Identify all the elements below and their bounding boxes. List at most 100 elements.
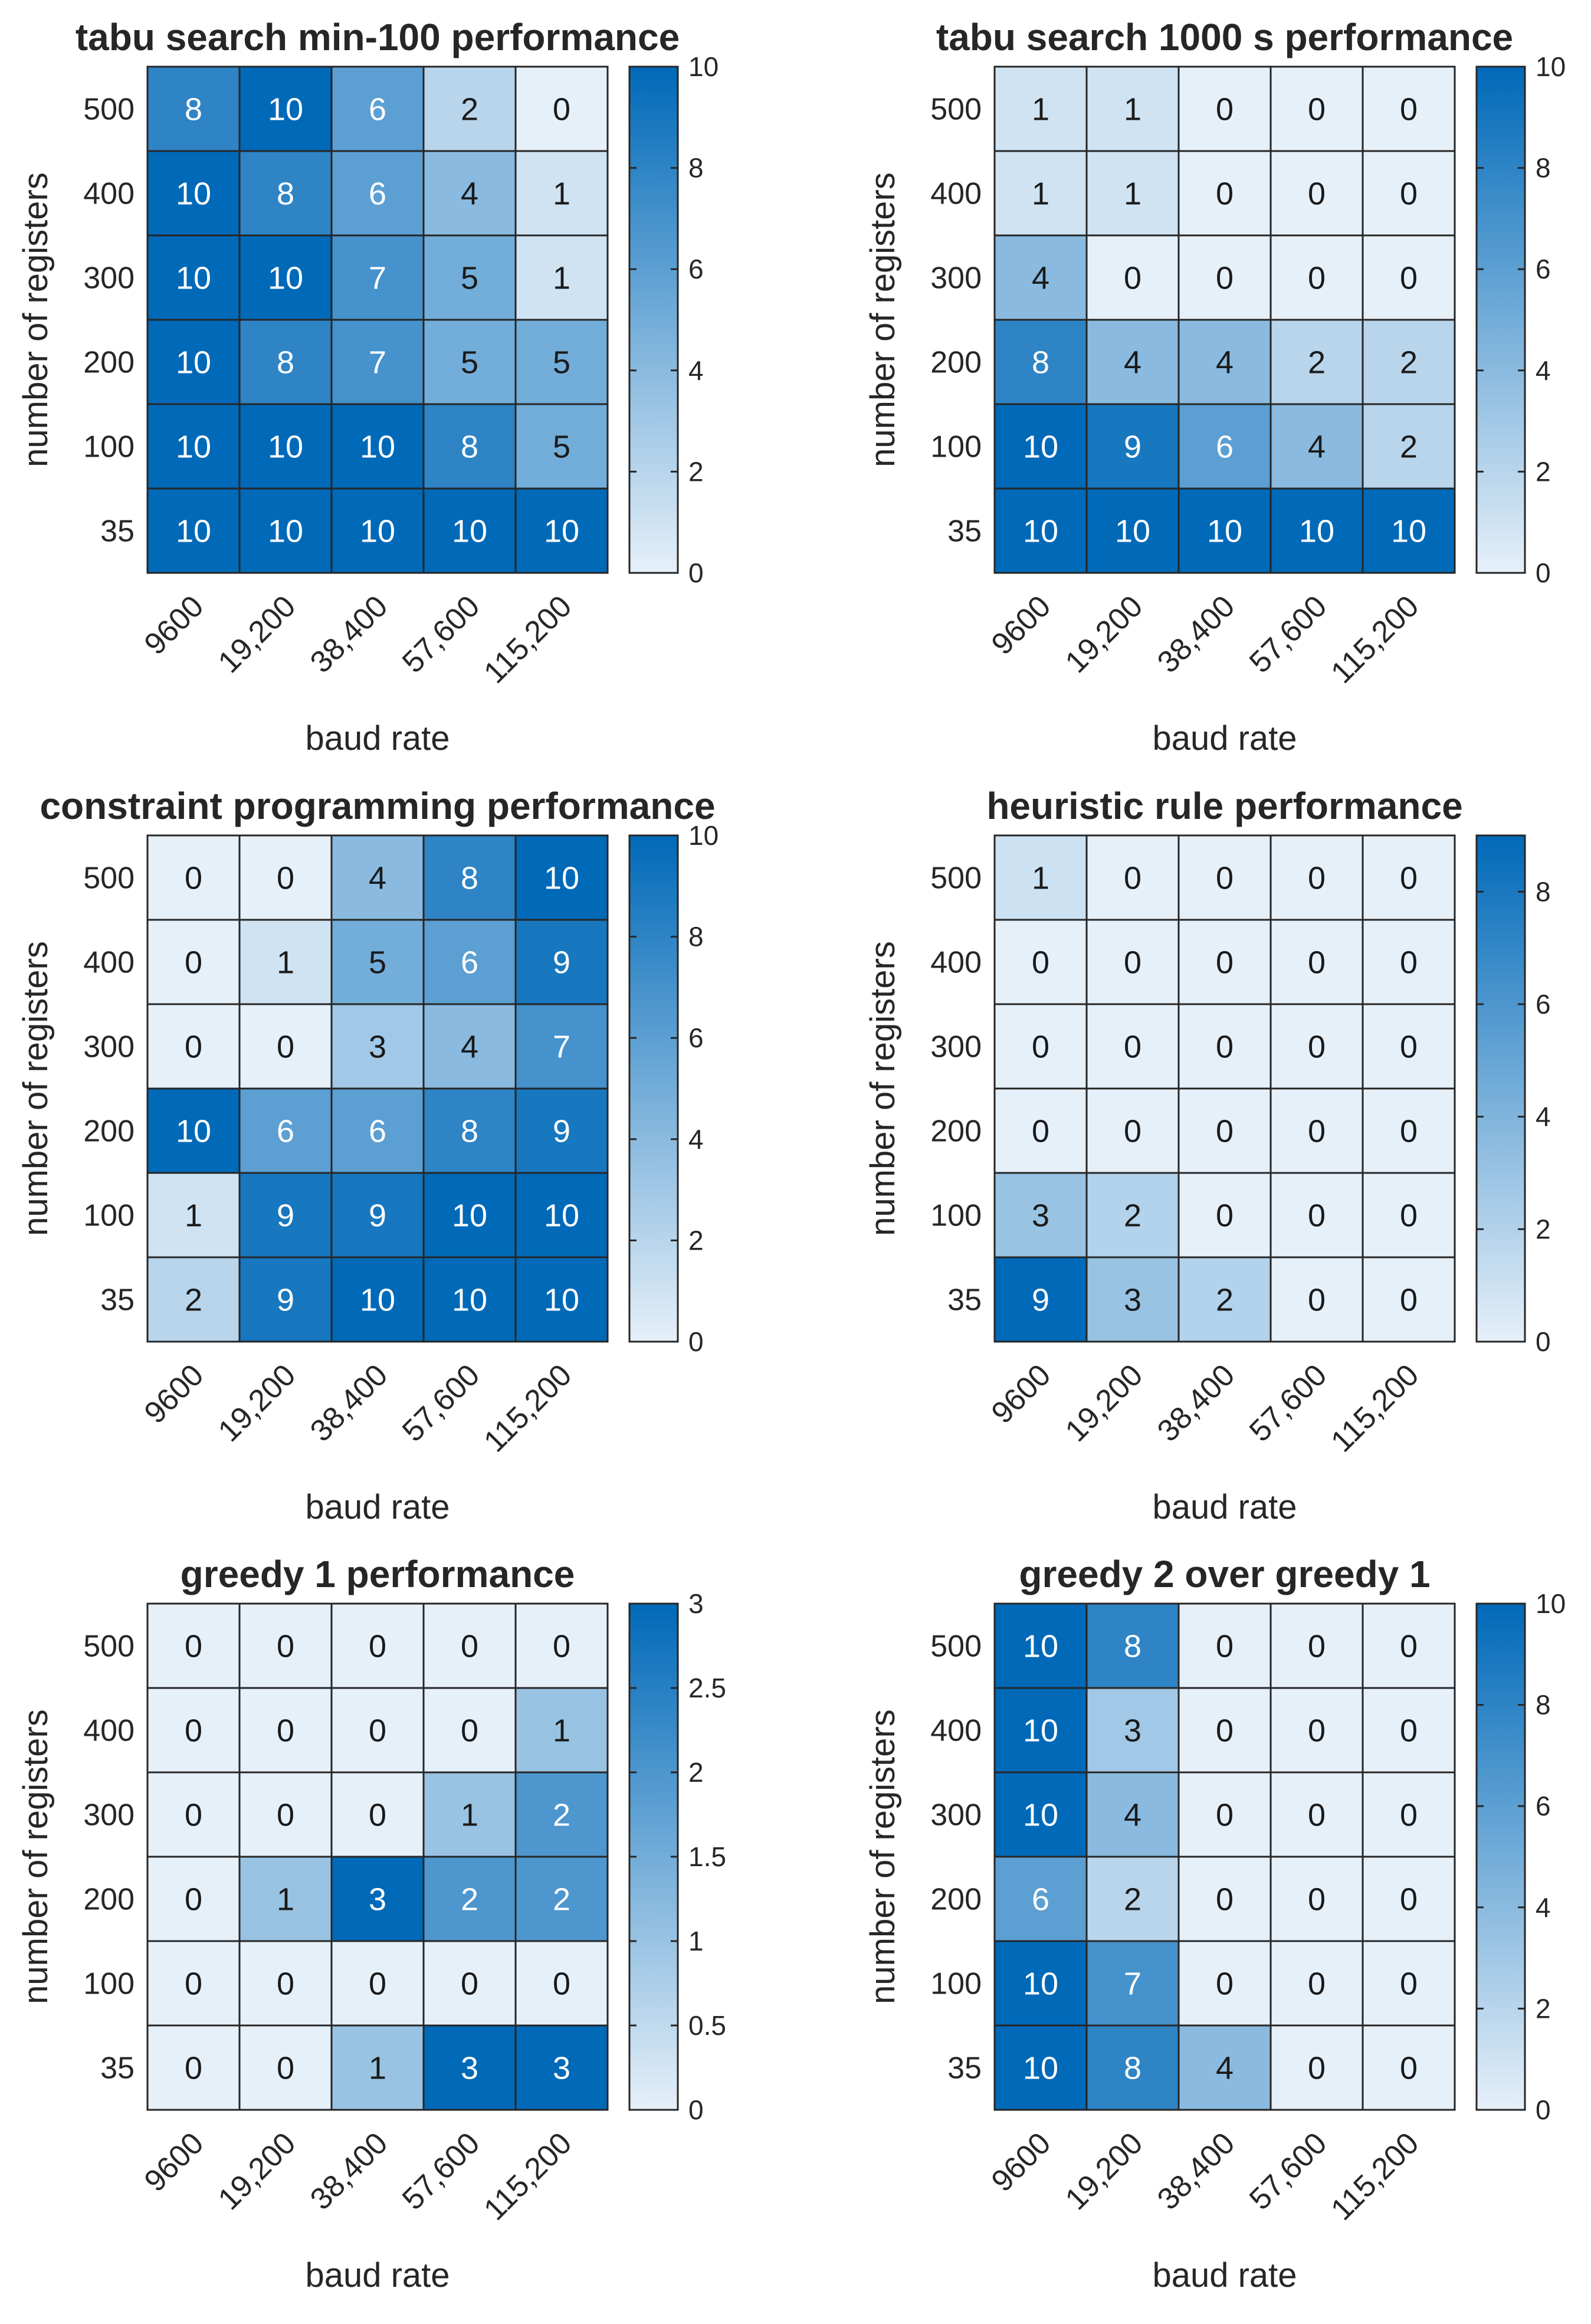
heatmap-cell (514, 2024, 609, 2111)
heatmap-cell (146, 1003, 241, 1090)
cell-value-label: 10 (1391, 514, 1426, 549)
cell-value-label: 2 (1124, 1882, 1141, 1917)
cell-value-label: 0 (185, 861, 202, 896)
cell-value-label: 0 (1308, 861, 1326, 896)
cell-value-label: 2 (1124, 1198, 1141, 1234)
cell-value-label: 3 (461, 2051, 478, 2086)
cell-value-label: 8 (277, 176, 294, 212)
cell-value-label: 0 (369, 1713, 386, 1749)
cell-value-label: 3 (369, 1882, 386, 1917)
cell-value-label: 4 (461, 1030, 478, 1065)
heatmap-cell (1177, 1003, 1272, 1090)
x-tick-label: 57,600 (396, 589, 486, 679)
cell-value-label: 10 (176, 514, 211, 549)
colorbar-tick-label: 0 (688, 1326, 704, 1357)
x-tick-label: 38,400 (1151, 2126, 1241, 2216)
heatmap-cell (1085, 403, 1180, 490)
y-tick-label: 400 (930, 946, 982, 980)
chart-title: greedy 1 performance (181, 1553, 575, 1595)
cell-value-label: 10 (176, 430, 211, 465)
x-tick-label: 115,200 (477, 589, 578, 690)
cell-value-label: 0 (1400, 1030, 1418, 1065)
colorbar-tick-label: 4 (1536, 1892, 1551, 1923)
heatmap-cell (238, 1856, 333, 1942)
cell-value-label: 0 (1216, 1030, 1234, 1065)
chart-title: tabu search 1000 s performance (936, 16, 1513, 58)
cell-value-label: 0 (1124, 861, 1141, 896)
y-tick-label: 400 (930, 1714, 982, 1748)
heatmap-cell (146, 1602, 241, 1689)
x-tick-label: 57,600 (396, 2126, 486, 2216)
colorbar-tick-label: 10 (1536, 51, 1566, 82)
heatmap-cell (1362, 2024, 1456, 2111)
y-axis-label: number of registers (17, 172, 55, 467)
heatmap-cell (1362, 150, 1456, 237)
heatmap-cell (422, 1940, 517, 2027)
cell-value-label: 0 (1400, 861, 1418, 896)
cell-value-label: 10 (1115, 514, 1150, 549)
cell-value-label: 1 (1032, 861, 1049, 896)
cell-value-label: 4 (1216, 2051, 1234, 2086)
cell-value-label: 5 (461, 261, 478, 296)
cell-value-label: 9 (369, 1198, 386, 1234)
cell-value-label: 0 (277, 1030, 294, 1065)
heatmap-panel: greedy 2 over greedy 110 8 0 0 010 3 0 0 010 4 0 0 0… (864, 1553, 1566, 2295)
colorbar-tick-label: 6 (1536, 989, 1551, 1020)
heatmap-cell (514, 1602, 609, 1689)
y-tick-label: 400 (83, 946, 135, 980)
x-tick-label: 115,200 (1324, 2126, 1425, 2227)
cell-value-label: 0 (1400, 92, 1418, 127)
y-tick-label: 500 (930, 93, 982, 127)
colorbar (628, 1602, 679, 2111)
colorbar-tick-label: 1 (688, 1926, 704, 1956)
cell-value-label: 1 (1124, 176, 1141, 212)
heatmap-cell (1177, 319, 1272, 405)
cell-value-label: 10 (1023, 514, 1058, 549)
y-tick-label: 300 (83, 261, 135, 296)
cell-value-label: 8 (1124, 2051, 1141, 2086)
cell-value-label: 0 (277, 2051, 294, 2086)
heatmap-cell (146, 1687, 241, 1774)
heatmap-cell (330, 65, 425, 152)
y-tick-label: 300 (930, 261, 982, 296)
heatmap-cell (993, 1256, 1088, 1343)
cell-value-label: 1 (1124, 92, 1141, 127)
cell-value-label: 0 (1308, 945, 1326, 981)
colorbar-tick-label: 10 (688, 51, 719, 82)
heatmap-cell (238, 65, 333, 152)
x-tick-label: 57,600 (1243, 1358, 1333, 1448)
cell-value-label: 0 (1308, 2051, 1326, 2086)
colorbar-tick-label: 0.5 (688, 2010, 726, 2041)
x-axis-label: baud rate (1152, 2256, 1297, 2295)
heatmap-cell (993, 319, 1088, 405)
heatmap-cell (422, 1003, 517, 1090)
cell-value-label: 0 (1400, 176, 1418, 212)
heatmap-cell (330, 1602, 425, 1689)
x-tick-label: 57,600 (1243, 589, 1333, 679)
colorbar-tick-label: 0 (1536, 2094, 1551, 2125)
colorbar-tick-label: 6 (1536, 1791, 1551, 1821)
cell-value-label: 10 (452, 514, 487, 549)
cell-value-label: 0 (1400, 1283, 1418, 1318)
heatmap-cell (238, 1087, 333, 1174)
heatmap-cell (330, 919, 425, 1005)
heatmap-cell (422, 1687, 517, 1774)
cell-value-label: 0 (1032, 1114, 1049, 1149)
cell-value-label: 0 (1308, 261, 1326, 296)
y-axis-label: number of registers (864, 941, 902, 1236)
heatmap-cell (146, 2024, 241, 2111)
cell-value-label: 0 (1216, 176, 1234, 212)
cell-value-label: 10 (1023, 1966, 1058, 2002)
y-tick-label: 200 (930, 1115, 982, 1149)
heatmap-cell (1085, 1771, 1180, 1858)
colorbar-tick-label: 2 (1536, 456, 1551, 487)
heatmap-cell (1269, 1687, 1364, 1774)
cell-value-label: 6 (369, 176, 386, 212)
heatmap-cell (146, 1940, 241, 2027)
cell-value-label: 2 (1400, 345, 1418, 381)
heatmap-cell (1177, 1940, 1272, 2027)
cell-value-label: 4 (461, 176, 478, 212)
cell-value-label: 10 (268, 514, 303, 549)
y-tick-label: 100 (83, 1967, 135, 2001)
